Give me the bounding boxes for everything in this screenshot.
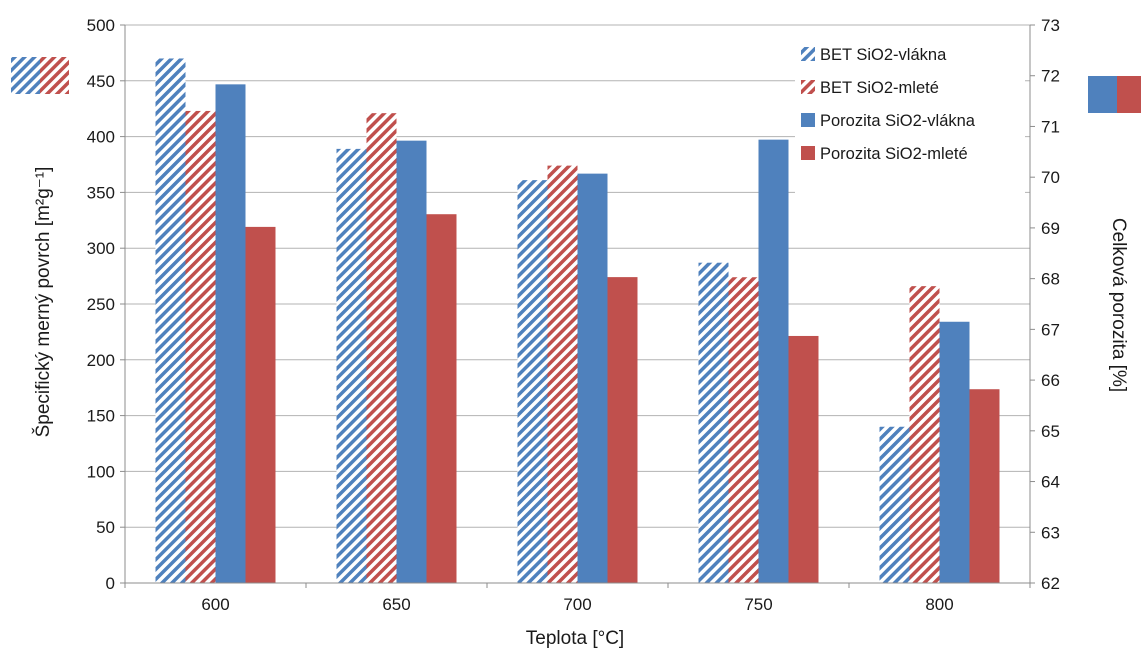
bar [336,148,367,583]
bar [245,226,276,584]
legend-background [795,38,1025,198]
x-tick-label: 600 [201,595,229,614]
x-tick-label: 700 [563,595,591,614]
legend-label: Porozita SiO2-mleté [820,145,968,163]
y-axis-right-title: Celková porozita [%] [1108,218,1129,392]
x-tick-label: 750 [744,595,772,614]
left-axis-swatch [40,57,69,94]
right-axis-swatch [1088,76,1117,113]
y-right-tick-label: 67 [1041,320,1060,339]
y-left-tick-label: 250 [87,295,115,314]
bar [426,214,457,584]
y-left-tick-label: 450 [87,72,115,91]
y-left-tick-label: 350 [87,183,115,202]
bar [879,426,910,583]
y-right-tick-label: 66 [1041,371,1060,390]
legend-swatch [801,47,815,61]
bar [185,110,216,583]
legend: BET SiO2-vlákna BET SiO2-mleté Porozita Si… [795,38,1025,198]
left-axis-swatch [11,57,40,94]
bar [215,84,246,584]
bar [728,277,759,583]
legend-swatch [801,80,815,94]
y-right-tick-label: 65 [1041,422,1060,441]
bar [939,321,970,583]
y-right-tick-label: 69 [1041,219,1060,238]
bar [547,165,578,583]
bar [758,139,789,584]
y-right-tick-label: 73 [1041,16,1060,35]
right-axis-swatch [1117,76,1141,113]
y-left-tick-label: 150 [87,407,115,426]
bar [577,173,608,583]
bar [366,113,397,583]
y-left-tick-label: 300 [87,239,115,258]
bar [517,180,548,583]
legend-swatch [801,146,815,160]
x-axis-title: Teplota [°C] [526,628,624,649]
x-tick-label: 800 [925,595,953,614]
y-left-tick-label: 400 [87,128,115,147]
bar [909,286,940,583]
y-right-tick-label: 63 [1041,523,1060,542]
bar [155,58,186,584]
y-left-tick-label: 50 [96,518,115,537]
legend-swatch [801,113,815,127]
bar [788,335,819,583]
bar [969,389,1000,583]
y-right-tick-label: 64 [1041,473,1060,492]
y-left-tick-label: 100 [87,462,115,481]
y-right-tick-label: 70 [1041,168,1060,187]
x-tick-label: 650 [382,595,410,614]
y-right-tick-label: 62 [1041,574,1060,593]
bar [698,262,729,583]
y-left-tick-label: 200 [87,351,115,370]
legend-label: BET SiO2-vlákna [820,46,947,64]
legend-label: BET SiO2-mleté [820,79,939,97]
legend-label: Porozita SiO2-vlákna [820,112,976,130]
y-left-tick-label: 0 [106,574,115,593]
y-right-tick-label: 68 [1041,270,1060,289]
y-right-tick-label: 71 [1041,117,1060,136]
bar [396,140,427,583]
bar [607,277,638,583]
y-right-tick-label: 72 [1041,67,1060,86]
y-left-tick-label: 500 [87,16,115,35]
y-axis-left-title: Špecifický merný povrch [m²g⁻¹] [32,167,54,438]
